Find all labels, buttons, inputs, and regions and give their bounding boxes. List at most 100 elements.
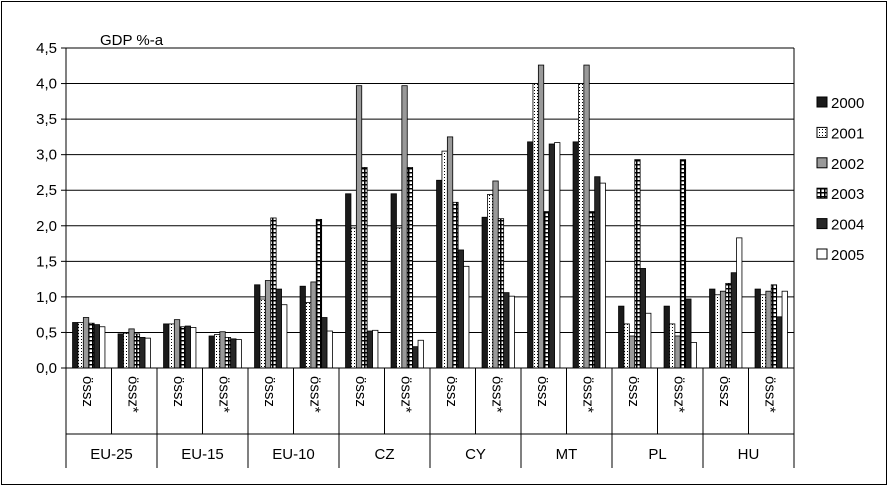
bar-2005	[736, 237, 743, 369]
y-tick-label: 3,5	[36, 111, 57, 128]
group-label: EU-15	[181, 446, 224, 463]
y-tick-label: 2,0	[36, 218, 57, 235]
bar-2004	[685, 298, 692, 369]
bar-2004	[93, 324, 100, 369]
bar-2002	[765, 290, 772, 369]
y-tick-label: 4,0	[36, 76, 57, 93]
bar-2002	[82, 317, 90, 369]
y-tick-label: 1,0	[36, 289, 57, 306]
group-label: EU-25	[90, 446, 133, 463]
bar-2000	[618, 305, 625, 369]
sub-category-label: össz*	[579, 376, 596, 413]
bar-2004	[503, 292, 510, 369]
bars	[72, 64, 788, 369]
bar-2003	[133, 333, 141, 369]
bar-2000	[709, 288, 716, 369]
bar-2002	[219, 331, 226, 369]
legend-label-2000: 2000	[831, 95, 864, 112]
bar-2002	[310, 281, 317, 369]
bar-2001	[441, 150, 448, 369]
bar-2001	[168, 323, 175, 369]
group-label: CY	[465, 446, 486, 463]
bar-2005	[99, 326, 106, 369]
bar-2000	[345, 193, 352, 369]
bar-2004	[639, 268, 646, 369]
bar-2005	[645, 312, 652, 369]
legend-swatch-2005	[816, 248, 828, 260]
sub-category-label: össz	[716, 376, 733, 407]
bar-2002	[355, 85, 363, 369]
bar-2003	[224, 337, 232, 369]
bar-2003	[725, 282, 732, 369]
bar-2005	[372, 329, 379, 369]
bar-2001	[350, 227, 357, 369]
group-label: MT	[556, 446, 578, 463]
bar-2005	[417, 339, 424, 369]
legend-label-2001: 2001	[831, 125, 864, 142]
bar-2002	[719, 290, 727, 369]
group-label: PL	[648, 446, 666, 463]
sub-category-label: össz	[625, 376, 642, 407]
bar-2000	[663, 305, 670, 369]
bar-2002	[583, 64, 590, 369]
bar-2005	[781, 290, 788, 369]
y-tick-label: 2,5	[36, 182, 57, 199]
bar-2000	[754, 288, 761, 369]
bar-2005	[326, 330, 333, 369]
group-label: CZ	[375, 446, 395, 463]
bar-2004	[139, 337, 146, 369]
sub-category-label: össz*	[670, 376, 687, 413]
legend-swatch-2002	[816, 157, 828, 169]
axes	[61, 47, 795, 468]
y-tick-labels: 0,0 0,5 1,0 1,5 2,0 2,5 3,0 3,5 4,0 4,5	[36, 40, 57, 377]
category-labels: össz össz* össz össz* össz össz* össz össz* össz…	[79, 376, 779, 463]
y-tick-label: 1,5	[36, 253, 57, 270]
bar-2000	[117, 333, 124, 369]
bar-2002	[401, 85, 408, 369]
bar-2003	[406, 167, 414, 369]
sub-category-label: össz*	[124, 376, 141, 413]
bar-2003	[543, 211, 550, 369]
bar-2004	[321, 317, 328, 369]
bar-2004	[457, 249, 464, 369]
bar-2000	[254, 284, 261, 369]
bar-2001	[259, 298, 266, 369]
bar-2004	[275, 288, 282, 369]
bar-2001	[714, 294, 721, 369]
bar-2005	[281, 304, 288, 369]
bar-2003	[770, 284, 778, 369]
legend-swatch-2004	[816, 218, 828, 230]
y-tick-label: 4,5	[36, 40, 57, 57]
y-tick-label: 0,0	[36, 360, 57, 377]
bar-2003	[361, 167, 368, 369]
bar-2002	[492, 180, 499, 369]
sub-category-label: össz*	[215, 376, 232, 413]
bar-2003	[497, 218, 505, 369]
bar-2004	[776, 316, 783, 369]
bar-2004	[184, 325, 191, 369]
sub-category-label: össz	[170, 376, 187, 407]
bar-2000	[299, 285, 306, 369]
sub-category-label: össz	[79, 376, 96, 407]
bar-2000	[72, 322, 79, 369]
bar-2004	[412, 346, 419, 369]
y-tick-label: 3,0	[36, 147, 57, 164]
group-label: HU	[738, 446, 760, 463]
legend-label-2005: 2005	[831, 247, 864, 264]
bar-2000	[208, 335, 215, 369]
bar-2005	[554, 142, 561, 369]
bar-2002	[446, 136, 454, 369]
bar-2001	[623, 323, 630, 369]
bar-2004	[366, 330, 373, 369]
bar-2003	[315, 218, 323, 369]
bar-2001	[487, 194, 494, 369]
bar-2003	[179, 326, 186, 369]
bar-2004	[548, 143, 555, 369]
sub-category-label: össz	[352, 376, 369, 407]
bar-2005	[235, 339, 242, 369]
bar-2000	[436, 179, 443, 369]
sub-category-label: össz	[443, 376, 460, 407]
legend-label-2004: 2004	[831, 217, 864, 234]
bar-2001	[77, 322, 84, 369]
